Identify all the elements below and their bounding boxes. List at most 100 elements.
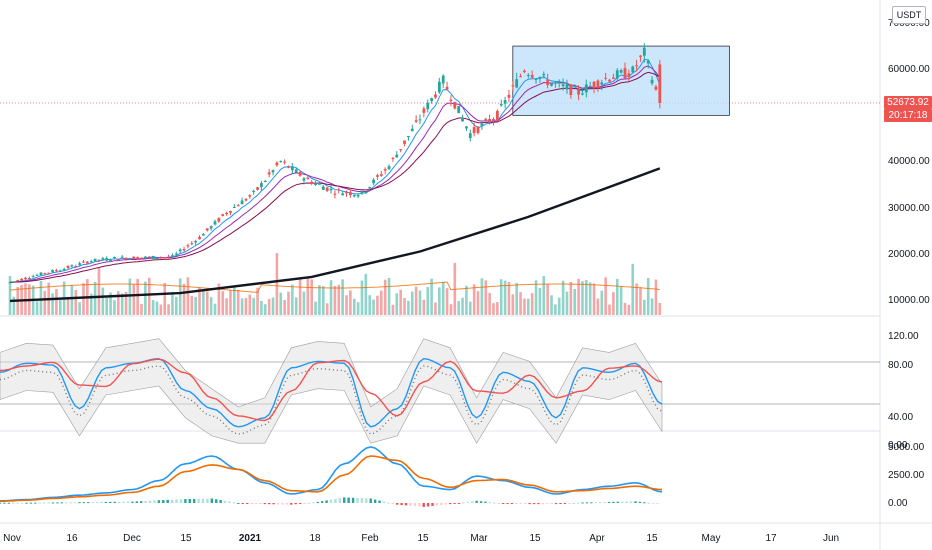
candle-body (128, 258, 132, 260)
candle-body (499, 103, 503, 106)
candle-body (437, 81, 441, 93)
candle-body (581, 93, 584, 95)
volume-bar (646, 278, 650, 315)
volume-bar (35, 301, 39, 315)
volume-bar (233, 286, 236, 315)
candle-body (376, 175, 379, 177)
macd-histogram-bar (435, 503, 439, 506)
candle-body (182, 248, 186, 251)
macd-histogram-bar (373, 499, 377, 503)
volume-bar (113, 300, 116, 315)
volume-bar (93, 281, 97, 315)
volume-bar (356, 302, 360, 315)
volume-bar (391, 304, 395, 315)
volume-bar (410, 291, 414, 315)
macd-histogram-bar (387, 502, 390, 504)
volume-bar (418, 290, 422, 315)
macd-histogram-bar (501, 503, 505, 504)
volume-bar (302, 291, 306, 315)
volume-bar (287, 291, 290, 315)
volume-bar (488, 292, 491, 315)
candle-body (302, 178, 306, 181)
candle-body (8, 282, 12, 284)
candle-body (78, 263, 82, 265)
candle-body (232, 207, 236, 209)
price-tick-label: 60000.00 (888, 64, 930, 75)
volume-bar (74, 289, 78, 315)
macd-histogram-bar (294, 503, 297, 505)
volume-bar (314, 301, 317, 315)
candle-body (31, 276, 35, 278)
volume-bar (294, 297, 298, 315)
volume-bar (542, 276, 546, 315)
volume-bar (194, 296, 197, 315)
candle-body (430, 98, 434, 102)
candle-body (495, 110, 499, 121)
candle-body (186, 245, 190, 247)
candle-body (221, 214, 225, 216)
macd-histogram-bar (272, 503, 275, 505)
time-tick-label: 15 (646, 533, 658, 544)
macd-histogram-bar (140, 501, 143, 503)
candle-body (55, 270, 58, 272)
candle-body (225, 212, 229, 215)
candle-body (47, 272, 51, 274)
macd-histogram-bar (448, 503, 452, 505)
candle-body (39, 272, 43, 276)
macd-histogram-bar (523, 503, 527, 505)
macd-histogram-bar (290, 503, 293, 505)
macd-histogram-bar (25, 502, 28, 504)
volume-bar (527, 298, 530, 315)
candle-body (256, 187, 259, 190)
volume-bar (178, 278, 182, 315)
volume-bar (503, 280, 507, 315)
currency-badge[interactable]: USDT (892, 6, 926, 24)
macd-histogram-bar (418, 503, 421, 507)
volume-bar (561, 280, 565, 315)
candle-body (194, 241, 198, 243)
macd-histogram-bar (347, 497, 350, 503)
macd-histogram-bar (621, 501, 624, 503)
macd-histogram-bar (506, 503, 509, 504)
macd-histogram-bar (515, 503, 518, 504)
macd-histogram-bar (34, 502, 37, 504)
macd-histogram-bar (91, 502, 94, 504)
candle-body (484, 118, 488, 120)
candle-body (422, 108, 426, 113)
macd-histogram-bar (541, 503, 545, 505)
macd-histogram-bar (100, 501, 103, 503)
macd-histogram-bar (647, 502, 650, 504)
volume-bar (383, 279, 387, 315)
macd-histogram-bar (148, 500, 152, 503)
volume-bar (322, 286, 325, 315)
macd-histogram-bar (365, 498, 368, 503)
volume-bar (639, 287, 642, 315)
volume-bar (434, 302, 437, 315)
macd-histogram-bar (590, 502, 593, 504)
macd-histogram-bar (245, 503, 249, 504)
candle-body (476, 126, 480, 133)
time-tick-label: 16 (66, 533, 78, 544)
candle-body (623, 68, 627, 79)
macd-histogram-bar (228, 501, 231, 503)
candle-body (592, 81, 596, 89)
candle-body (279, 160, 283, 162)
volume-bar (140, 304, 143, 315)
stoch-tick-label: 120.00 (888, 331, 919, 342)
macd-histogram-bar (382, 501, 386, 503)
macd-histogram-bar (219, 500, 222, 503)
candle-body (325, 187, 329, 191)
volume-bar (550, 295, 553, 315)
volume-bar (414, 286, 418, 315)
volume-bar (144, 281, 147, 315)
volume-bar (198, 287, 201, 315)
volume-bar (186, 277, 190, 315)
macd-histogram-bar (12, 502, 15, 504)
candle-body (584, 84, 588, 93)
volume-bar (492, 303, 495, 315)
macd-histogram-bar (457, 503, 461, 504)
candle-body (229, 211, 232, 213)
macd-histogram-bar (426, 503, 430, 507)
candle-body (348, 192, 352, 196)
